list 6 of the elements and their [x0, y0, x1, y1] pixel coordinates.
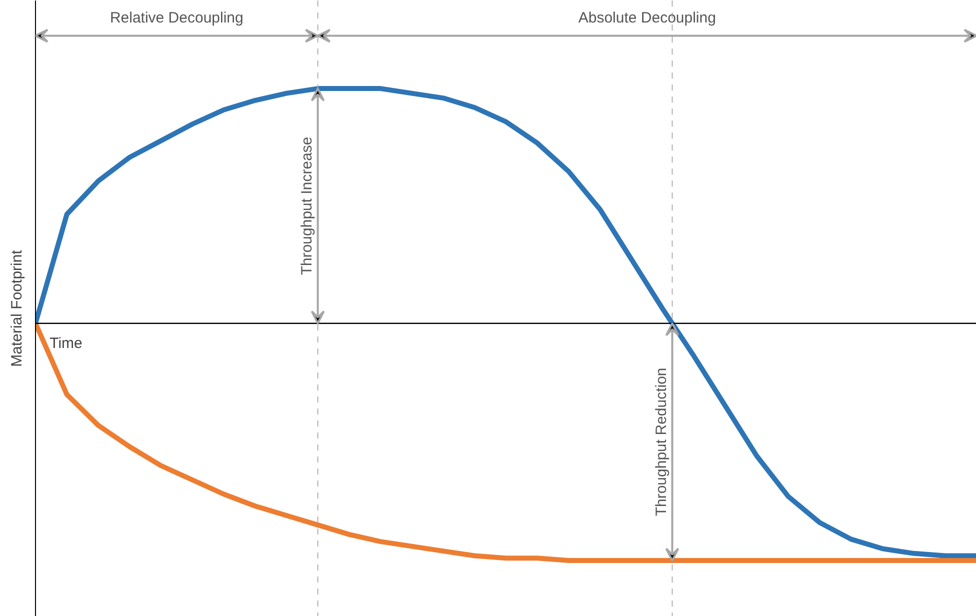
annotation: Throughput Reduction	[652, 368, 670, 516]
text: Absolute Decoupling	[578, 10, 716, 27]
annotation: Throughput Increase	[298, 136, 316, 276]
y-axis-title: Material Footprint	[8, 249, 26, 367]
text: Relative Decoupling	[110, 10, 244, 27]
x-axis-title: Time	[50, 335, 82, 352]
